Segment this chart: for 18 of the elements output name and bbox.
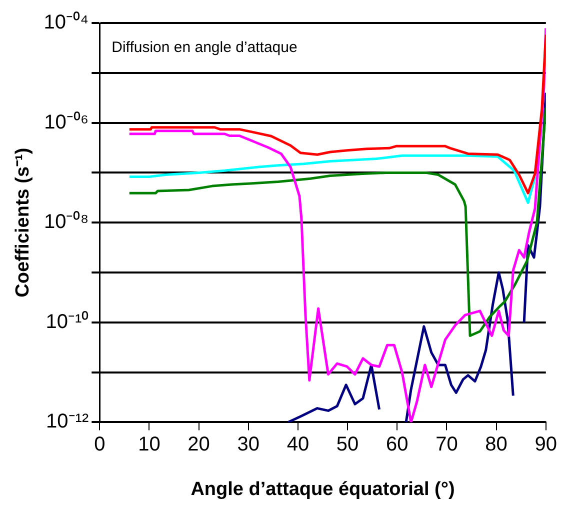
y-tick-label: 10⁻⁰⁸ bbox=[44, 210, 89, 234]
x-tick-label: 0 bbox=[94, 434, 106, 456]
y-tick-label: 10⁻⁰⁴ bbox=[44, 10, 89, 34]
x-tick-label: 90 bbox=[534, 434, 557, 456]
annotation: Diffusion en angle d’attaque bbox=[112, 39, 298, 56]
x-tick-label: 40 bbox=[286, 434, 310, 456]
y-tick-label: 10⁻¹² bbox=[46, 410, 89, 433]
y-axis-title: Coefficients (s⁻¹) bbox=[12, 148, 34, 298]
x-tick-label: 30 bbox=[237, 434, 260, 456]
x-tick-label: 20 bbox=[188, 434, 210, 456]
x-tick-label: 60 bbox=[386, 434, 408, 456]
y-tick-label: 10⁻¹⁰ bbox=[46, 310, 89, 333]
x-tick-label: 10 bbox=[138, 434, 160, 456]
x-tick-label: 70 bbox=[436, 434, 458, 456]
y-tick-label: 10⁻⁰⁶ bbox=[44, 110, 89, 134]
x-axis-title: Angle d’attaque équatorial (°) bbox=[190, 478, 455, 500]
x-tick-label: 50 bbox=[336, 434, 359, 456]
x-tick-label: 80 bbox=[485, 434, 508, 456]
